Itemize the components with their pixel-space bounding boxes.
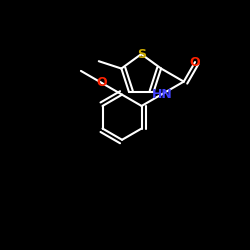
Text: HN: HN: [152, 88, 172, 101]
Text: S: S: [137, 48, 146, 60]
Text: O: O: [96, 76, 107, 89]
Text: O: O: [190, 56, 200, 68]
